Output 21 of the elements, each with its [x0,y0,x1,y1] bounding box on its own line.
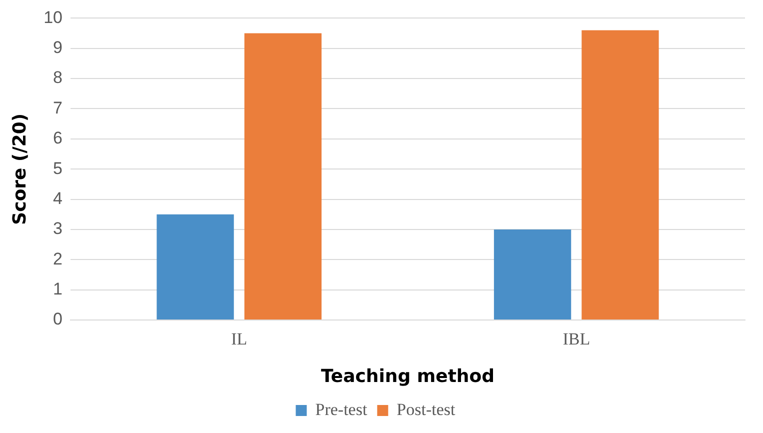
bar [244,33,322,320]
bar [494,229,572,320]
x-tick-label: IL [231,330,248,349]
bar [156,214,234,320]
y-tick-label: 8 [53,68,63,88]
y-tick-label: 6 [53,128,63,148]
y-tick-label: 2 [53,249,63,268]
y-tick-label: 10 [44,8,63,27]
x-tick-label: IBL [562,330,590,349]
legend-label: Pre-test [315,400,368,419]
y-tick-label: 5 [53,158,63,178]
y-tick-label: 1 [53,280,63,299]
legend-label: Post-test [396,400,456,419]
y-tick-label: 9 [53,38,63,58]
y-axis-title: Score (/20) [9,113,30,225]
y-tick-label: 3 [53,219,63,238]
y-tick-label: 0 [53,310,63,329]
bar [582,30,659,320]
y-tick-label: 4 [53,188,63,208]
x-axis-title: Teaching method [321,366,495,387]
y-tick-label: 7 [53,98,63,118]
